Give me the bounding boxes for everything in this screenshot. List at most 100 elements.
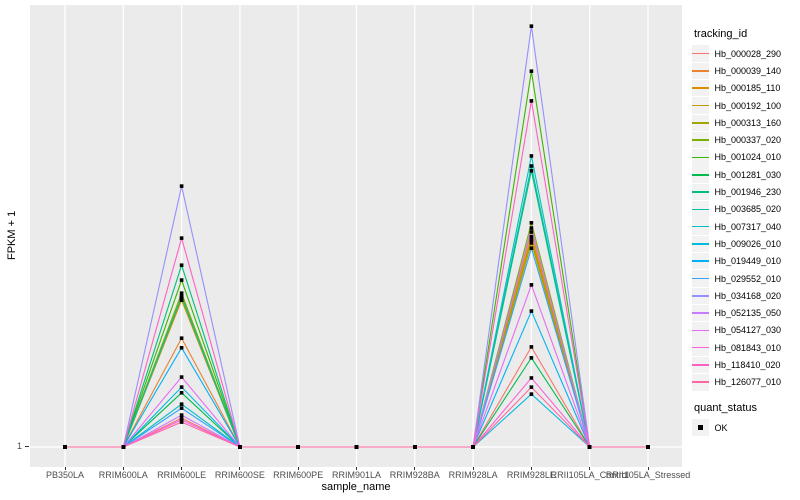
- legend-item-label: Hb_054127_030: [714, 325, 782, 336]
- legend-item-label: Hb_081843_010: [714, 342, 782, 353]
- legend-key-line: [692, 191, 709, 193]
- legend-key-line: [692, 122, 709, 124]
- legend-item-Hb_000039_140: Hb_000039_140: [692, 62, 798, 80]
- x-tick-mark: [122, 467, 124, 470]
- data-point: [529, 246, 534, 250]
- data-point: [296, 445, 300, 449]
- plot-panel: [30, 5, 682, 467]
- data-point: [179, 346, 184, 350]
- legend-key-line: [692, 295, 709, 297]
- legend-key: [692, 252, 709, 270]
- legend-item-label: Hb_007317_040: [714, 221, 782, 232]
- legend-key: [692, 131, 709, 149]
- x-tick-mark: [530, 467, 532, 470]
- data-point: [413, 445, 417, 449]
- data-point: [179, 263, 184, 268]
- legend-key-line: [692, 70, 709, 72]
- x-axis-title: sample_name: [321, 481, 391, 493]
- legend-item-label: Hb_001946_230: [714, 187, 782, 198]
- legend-item-label: Hb_001024_010: [714, 152, 782, 163]
- gridlines: [30, 5, 682, 467]
- legend-item-label: Hb_000192_100: [714, 100, 782, 111]
- data-point: [121, 445, 126, 449]
- legend-item-Hb_009026_010: Hb_009026_010: [692, 235, 798, 253]
- legend-key-line: [692, 52, 709, 55]
- legend-key: [692, 356, 709, 374]
- legend-key-line: [692, 173, 709, 176]
- legend-key-line: [692, 329, 709, 332]
- data-point: [529, 376, 534, 380]
- x-tick-label: PB350LA: [45, 470, 85, 480]
- x-tick-mark: [64, 467, 66, 470]
- legend-key: [692, 79, 709, 97]
- data-point: [529, 221, 534, 225]
- data-points: [63, 24, 650, 449]
- x-tick-label: RRIM901LA: [331, 470, 382, 480]
- filled-square-marker-icon: [698, 425, 703, 430]
- legend-key-line: [692, 243, 709, 245]
- data-point: [529, 154, 534, 158]
- legend-key: [692, 339, 709, 356]
- legend-item-label: Hb_009026_010: [714, 238, 782, 249]
- data-point: [179, 418, 184, 422]
- x-tick-mark: [589, 467, 591, 470]
- data-point: [179, 291, 184, 295]
- legend-item-Hb_052135_050: Hb_052135_050: [692, 304, 798, 322]
- data-point: [529, 226, 534, 230]
- legend-item-label: Hb_118410_020: [714, 359, 781, 370]
- x-tick-mark: [239, 467, 241, 470]
- data-point: [179, 298, 184, 302]
- legend-item-Hb_126077_010: Hb_126077_010: [692, 374, 798, 391]
- x-tick-label: RRIM928LE: [506, 470, 556, 480]
- x-tick-label: RRIM600LE: [157, 470, 207, 480]
- data-point: [529, 241, 534, 245]
- legend-item-label: Hb_000028_290: [714, 48, 782, 59]
- data-point: [354, 445, 359, 449]
- legend-key: [692, 201, 709, 218]
- data-point: [529, 309, 534, 313]
- legend-item-label: Hb_001281_030: [714, 169, 782, 180]
- legend-item-label: Hb_000337_020: [714, 135, 782, 146]
- x-tick-mark: [181, 467, 183, 470]
- data-point: [529, 24, 534, 28]
- legend-item-Hb_001281_030: Hb_001281_030: [692, 166, 798, 183]
- legend-key-line: [692, 381, 709, 384]
- data-point: [529, 356, 534, 360]
- legend-item-quant-OK: OK: [692, 419, 798, 436]
- data-point: [471, 445, 475, 449]
- legend-item-label: Hb_000313_160: [714, 117, 782, 128]
- x-tick-label: RRII105LA_Stressed: [605, 470, 691, 480]
- legend-key-line: [692, 156, 709, 159]
- legend-key: [692, 166, 709, 183]
- data-point: [529, 99, 534, 103]
- legend-item-Hb_001024_010: Hb_001024_010: [692, 149, 798, 166]
- legend-key: [692, 149, 709, 166]
- legend-key: [692, 62, 709, 80]
- legend-item-Hb_118410_020: Hb_118410_020: [692, 356, 798, 374]
- x-tick-label: RRIM928BA: [389, 470, 440, 480]
- x-tick-label: RRII105LA_Control: [550, 470, 629, 480]
- legend-key-line: [692, 139, 709, 141]
- data-point: [529, 238, 534, 242]
- legend-item-label: Hb_003685_020: [714, 204, 782, 215]
- data-point: [179, 406, 184, 410]
- legend-item-label: Hb_000039_140: [714, 65, 782, 76]
- legend-key-line: [692, 87, 709, 90]
- legend-key-line: [692, 260, 709, 262]
- legend-title-tracking-id: tracking_id: [694, 28, 748, 40]
- data-point: [529, 392, 534, 396]
- data-point: [179, 295, 184, 299]
- legend-item-Hb_003685_020: Hb_003685_020: [692, 201, 798, 218]
- legend-item-Hb_029552_010: Hb_029552_010: [692, 270, 798, 287]
- plot-canvas: [30, 5, 682, 467]
- legend-item-Hb_000185_110: Hb_000185_110: [692, 79, 798, 97]
- y-tick-mark: [25, 446, 29, 447]
- x-tick-mark: [297, 467, 299, 470]
- data-point: [179, 420, 184, 424]
- legend-item-Hb_054127_030: Hb_054127_030: [692, 322, 798, 339]
- data-point: [179, 391, 184, 395]
- legend-key: [692, 45, 709, 62]
- legend-key: [692, 183, 709, 201]
- legend-key-line: [692, 225, 709, 228]
- data-point: [179, 402, 184, 406]
